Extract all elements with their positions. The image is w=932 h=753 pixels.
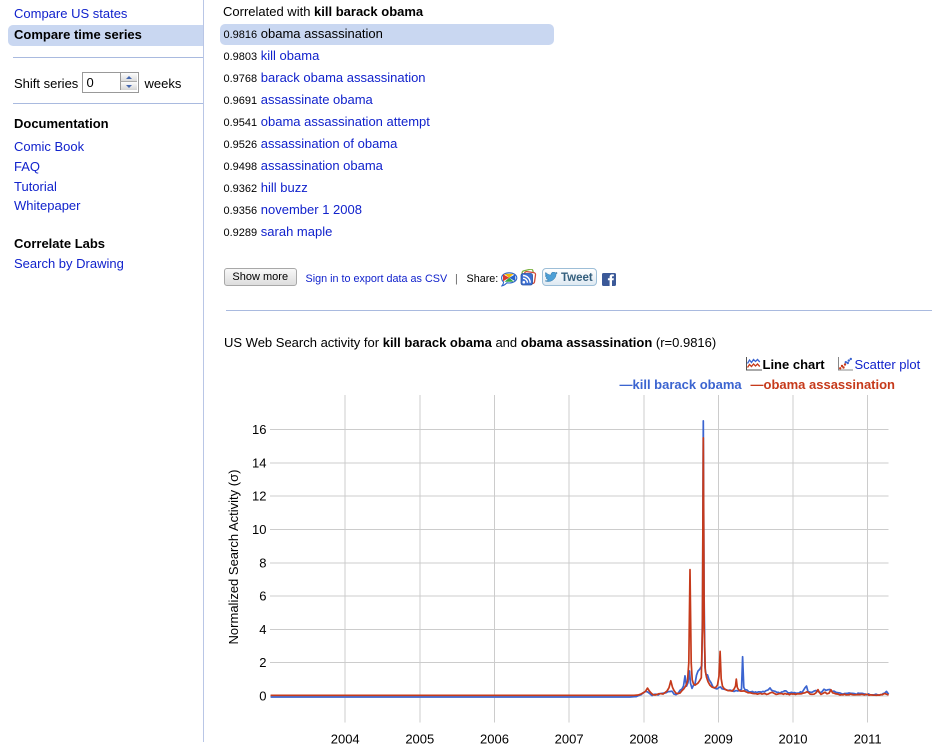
svg-text:2010: 2010 <box>779 732 808 747</box>
svg-text:16: 16 <box>252 422 266 437</box>
svg-text:2008: 2008 <box>629 732 658 747</box>
svg-text:0: 0 <box>259 689 266 704</box>
svg-text:14: 14 <box>252 455 266 470</box>
svg-text:2006: 2006 <box>480 732 509 747</box>
svg-text:Normalized Search Activity (σ): Normalized Search Activity (σ) <box>226 470 241 645</box>
svg-text:2005: 2005 <box>405 732 434 747</box>
svg-text:6: 6 <box>259 589 266 604</box>
svg-text:8: 8 <box>259 555 266 570</box>
svg-text:4: 4 <box>259 622 266 637</box>
svg-text:2011: 2011 <box>854 732 882 747</box>
svg-text:2: 2 <box>259 655 266 670</box>
svg-text:2004: 2004 <box>331 732 360 747</box>
svg-text:10: 10 <box>252 522 266 537</box>
svg-text:12: 12 <box>252 489 266 504</box>
svg-text:2009: 2009 <box>704 732 733 747</box>
svg-text:2007: 2007 <box>555 732 584 747</box>
